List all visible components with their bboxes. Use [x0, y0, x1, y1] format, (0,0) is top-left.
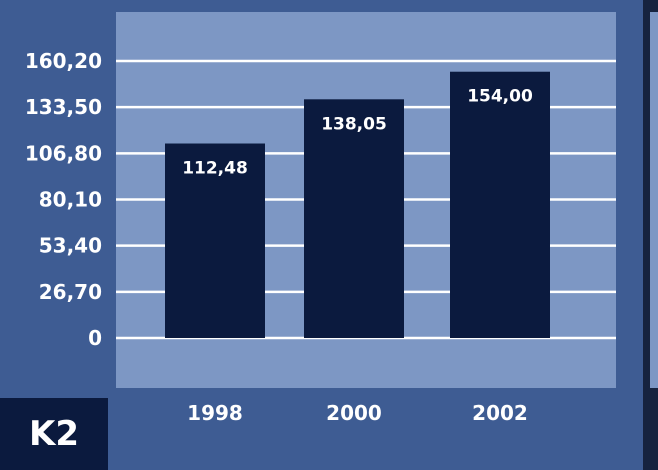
y-tick-label: 53,40: [39, 234, 102, 258]
y-tick-label: 160,20: [25, 49, 102, 73]
data-label: 138,05: [321, 114, 387, 134]
x-category-label: 2000: [326, 401, 382, 425]
y-tick-label: 106,80: [25, 141, 102, 165]
y-tick-label: 0: [88, 326, 102, 350]
data-label: 112,48: [182, 159, 248, 179]
bar-2000: [304, 99, 404, 338]
bar-1998: [165, 143, 265, 338]
corner-badge: K2: [0, 398, 108, 470]
x-category-label: 1998: [187, 401, 243, 425]
bar-2002: [450, 71, 550, 339]
right-frame-panel: [650, 12, 658, 388]
y-tick-label: 133,50: [25, 95, 102, 119]
x-category-label: 2002: [472, 401, 528, 425]
badge-label: K2: [28, 414, 79, 454]
y-tick-label: 26,70: [39, 280, 102, 304]
y-tick-label: 80,10: [39, 188, 102, 212]
data-label: 154,00: [467, 87, 533, 107]
